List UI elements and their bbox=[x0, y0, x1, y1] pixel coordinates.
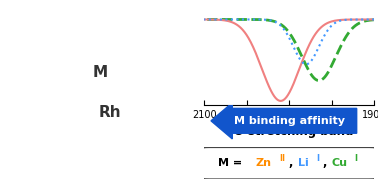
Text: M binding affinity: M binding affinity bbox=[234, 116, 345, 126]
X-axis label: CO stretching band: CO stretching band bbox=[225, 125, 353, 138]
Text: II: II bbox=[279, 153, 285, 163]
Text: I: I bbox=[316, 153, 319, 163]
FancyArrow shape bbox=[211, 103, 357, 139]
Text: M: M bbox=[93, 65, 108, 80]
Text: ,: , bbox=[289, 158, 297, 168]
Text: Zn: Zn bbox=[255, 158, 271, 168]
Text: M =: M = bbox=[218, 158, 246, 168]
Text: Li: Li bbox=[298, 158, 308, 168]
Text: I: I bbox=[354, 153, 357, 163]
Text: Rh: Rh bbox=[99, 105, 121, 120]
FancyBboxPatch shape bbox=[201, 147, 378, 179]
Text: ,: , bbox=[323, 158, 331, 168]
Text: Cu: Cu bbox=[332, 158, 348, 168]
